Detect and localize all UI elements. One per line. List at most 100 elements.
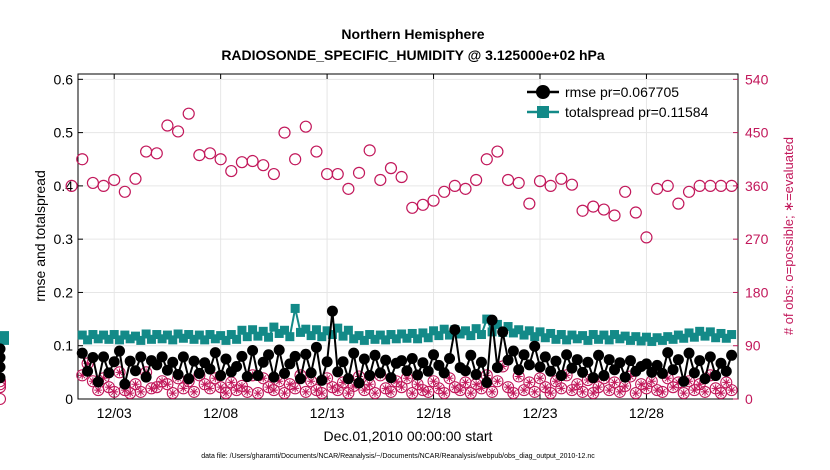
rmse-point [603,354,615,366]
obs-evaluated-star [232,386,241,395]
totalspread-point [104,334,114,344]
obs-possible-point [650,182,664,195]
totalspread-point [210,334,220,344]
obs-evaluated-point [161,378,174,391]
obs-possible-point [171,125,185,138]
rmse-point [491,362,503,374]
obs-evaluated-star [136,387,145,396]
obs-evaluated-point [187,385,201,398]
obs-evaluated-ring [533,372,547,385]
totalspread-point [0,333,9,343]
obs-evaluated-star [536,374,544,383]
rmse-point [326,305,338,317]
totalspread-point [599,330,609,340]
obs-evaluated-point [454,384,467,397]
totalspread-point [530,332,540,342]
totalspread-point [349,334,359,344]
obs-possible-point [374,173,387,187]
totalspread-point [333,323,343,333]
totalspread-point [136,335,146,345]
totalspread-point [514,325,524,335]
totalspread-point [684,328,694,338]
totalspread-point [146,334,156,344]
totalspread-point [562,335,572,345]
chart-subtitle: RADIOSONDE_SPECIFIC_HUMIDITY @ 3.125000e… [221,47,605,63]
obs-evaluated-star [285,380,294,389]
obs-evaluated-point [656,385,669,398]
totalspread-point [301,324,311,334]
obs-evaluated-star [509,389,518,398]
totalspread-point [673,330,683,340]
obs-evaluated-star [104,383,113,392]
obs-evaluated-point [640,382,653,395]
rmse-point [321,356,333,368]
totalspread-point [604,335,614,345]
totalspread-point [322,326,332,336]
obs-evaluated-star [530,387,539,396]
totalspread-point [311,325,321,335]
totalspread-point [226,330,236,340]
obs-evaluated-point [555,382,568,395]
rmse-point [135,351,147,363]
obs-evaluated-star [695,380,704,389]
rmse-point [380,354,392,366]
rmse-point [364,370,376,382]
obs-evaluated-star [663,374,672,383]
rmse-point [231,361,243,372]
totalspread-point [636,336,646,346]
obs-possible-point [193,149,206,162]
rmse-point [87,351,99,363]
obs-evaluated-star [456,386,465,395]
totalspread-series [0,303,737,346]
obs-possible-point [299,120,312,133]
obs-possible-series [65,107,738,244]
obs-evaluated-ring [0,392,7,406]
obs-evaluated-star [360,386,369,395]
y2-tick-label: 270 [745,231,769,247]
totalspread-point [657,335,667,345]
rmse-point [699,373,711,385]
obs-possible-point [65,179,78,192]
obs-evaluated-star [466,389,475,398]
obs-possible-point [565,178,579,191]
obs-evaluated-star [631,389,640,398]
obs-possible-point [267,167,280,181]
obs-possible-point [363,144,376,157]
rmse-point [412,369,424,381]
totalspread-point [354,331,364,341]
totalspread-point [381,335,391,345]
obs-evaluated-point [166,387,179,400]
obs-evaluated-star [221,389,230,398]
totalspread-point [168,335,178,345]
totalspread-point [727,330,737,340]
rmse-point [518,349,530,361]
totalspread-point [434,331,444,341]
rmse-point [720,365,732,377]
obs-evaluated-star [551,377,560,386]
obs-possible-point [150,147,163,160]
rmse-point [396,355,408,367]
rmse-point [475,356,487,368]
totalspread-point [152,330,162,340]
obs-evaluated-star [589,389,598,398]
obs-evaluated-point [571,378,584,391]
obs-evaluated-point [0,379,7,391]
obs-possible-point [416,198,430,211]
obs-evaluated-point [464,387,477,400]
totalspread-point [402,333,412,343]
obs-evaluated-point [384,385,398,398]
rmse-point [678,375,690,387]
totalspread-point [125,334,135,344]
obs-possible-point [438,185,451,198]
rmse-point [358,353,370,365]
obs-possible-point [331,167,344,181]
obs-possible-point [289,153,302,166]
rmse-point [502,354,514,366]
obs-possible-point [544,179,557,192]
rmse-point [332,366,344,378]
obs-possible-point [214,153,227,166]
obs-evaluated-star [461,378,470,387]
totalspread-point [317,332,327,342]
obs-possible-point [470,173,483,187]
